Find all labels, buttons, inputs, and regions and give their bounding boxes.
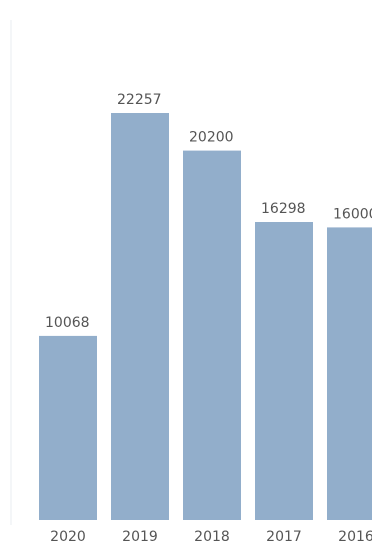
data-label-2019: 22257 <box>117 92 162 108</box>
x-tick-label-2020: 2020 <box>50 529 86 544</box>
x-tick-labels: 2020 2019 2018 2017 2016 <box>50 529 372 544</box>
x-tick-label-2018: 2018 <box>194 529 230 544</box>
bar-series <box>39 113 372 520</box>
bar-2017 <box>255 222 313 520</box>
x-tick-label-2017: 2017 <box>266 529 302 544</box>
data-label-2018: 20200 <box>189 130 234 146</box>
data-labels: 10068 22257 20200 16298 16000 <box>45 92 372 331</box>
bar-2018 <box>183 150 241 520</box>
x-tick-label-2016: 2016 <box>338 529 372 544</box>
bar-2016 <box>327 227 372 520</box>
data-label-2020: 10068 <box>45 315 90 331</box>
data-label-2017: 16298 <box>261 201 306 217</box>
bar-2020 <box>39 335 97 520</box>
x-tick-label-2019: 2019 <box>122 529 158 544</box>
bar-2019 <box>111 113 169 520</box>
data-label-2016: 16000 <box>333 206 372 222</box>
